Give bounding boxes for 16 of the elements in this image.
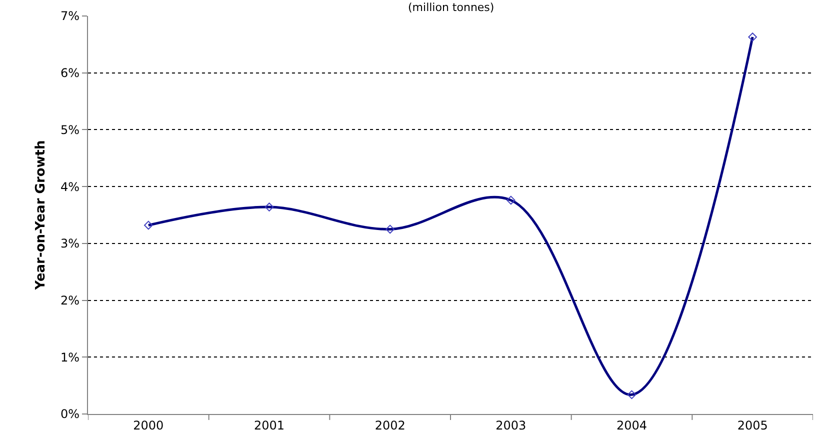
y-tick-label: 4%	[60, 180, 80, 194]
y-tick-label: 7%	[60, 9, 80, 24]
y-axis-title: Year-on-Year Growth	[34, 140, 49, 291]
y-tick-label: 5%	[60, 122, 80, 137]
x-tick-label: 2000	[133, 418, 164, 432]
y-tick-label: 2%	[60, 293, 80, 308]
x-tick-label: 2005	[737, 418, 768, 432]
y-tick-label: 1%	[60, 350, 80, 364]
chart-subtitle: (million tonnes)	[408, 1, 494, 14]
y-tick-label: 3%	[60, 236, 80, 251]
x-tick-label: 2001	[254, 418, 285, 432]
x-tick-label: 2003	[496, 418, 526, 432]
y-tick-label: 6%	[60, 66, 80, 80]
x-tick-label: 2002	[374, 418, 406, 432]
y-tick-label: 0%	[60, 407, 80, 422]
x-tick-label: 2004	[616, 418, 648, 432]
